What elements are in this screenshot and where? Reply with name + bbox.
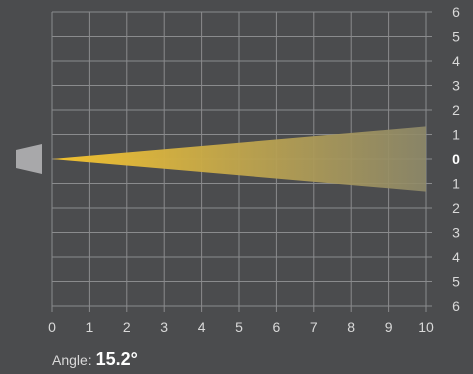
y-tick-label: 6 — [452, 298, 460, 314]
y-tick-label: 5 — [452, 29, 460, 45]
y-tick-label: 5 — [452, 274, 460, 290]
x-tick-label: 7 — [310, 319, 318, 335]
y-tick-label: 3 — [452, 78, 460, 94]
y-tick-label: 2 — [452, 200, 460, 216]
x-tick-label: 8 — [347, 319, 355, 335]
x-tick-label: 1 — [86, 319, 94, 335]
x-axis-labels: 0 1 2 3 4 5 6 7 8 9 10 — [48, 319, 434, 335]
y-tick-label: 1 — [452, 176, 460, 192]
x-tick-label: 3 — [160, 319, 168, 335]
y-tick-label: 1 — [452, 127, 460, 143]
y-tick-label: 2 — [452, 102, 460, 118]
light-beam — [52, 126, 426, 192]
x-tick-label: 4 — [198, 319, 206, 335]
x-tick-label: 2 — [123, 319, 131, 335]
x-tick-label: 5 — [235, 319, 243, 335]
y-tick-label: 3 — [452, 225, 460, 241]
x-tick-label: 9 — [385, 319, 393, 335]
y-axis-labels: 6 5 4 3 2 1 0 1 2 3 4 5 6 — [452, 4, 460, 314]
y-tick-label: 4 — [452, 53, 460, 69]
y-tick-label: 4 — [452, 249, 460, 265]
y-tick-label: 0 — [452, 151, 460, 167]
x-tick-label: 0 — [48, 319, 56, 335]
angle-readout: Angle: 15.2° — [52, 349, 138, 370]
x-tick-label: 6 — [273, 319, 281, 335]
angle-value: 15.2° — [95, 349, 138, 369]
x-tick-label: 10 — [418, 319, 434, 335]
y-tick-label: 6 — [452, 4, 460, 20]
light-source-icon — [16, 144, 42, 174]
angle-label: Angle: — [52, 352, 92, 368]
